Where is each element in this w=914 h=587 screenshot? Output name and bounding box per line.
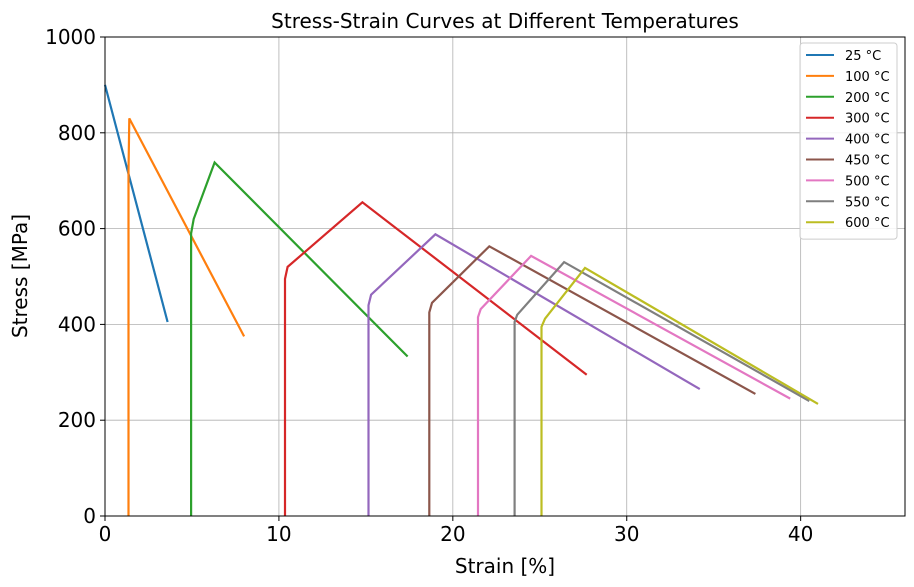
x-tick-label: 0 (99, 522, 112, 546)
y-axis-label: Stress [MPa] (8, 214, 32, 338)
x-axis-label: Strain [%] (455, 554, 555, 578)
y-tick-label: 400 (58, 312, 96, 336)
legend-label: 100 °C (845, 70, 890, 85)
x-tick-label: 40 (788, 522, 813, 546)
chart-title: Stress-Strain Curves at Different Temper… (271, 9, 739, 33)
y-tick-label: 1000 (45, 25, 96, 49)
legend-label: 500 °C (845, 174, 890, 189)
legend-label: 600 °C (845, 216, 890, 231)
plot-frame (104, 36, 906, 517)
x-tick-label: 10 (266, 522, 291, 546)
series-lines (103, 84, 819, 516)
legend-label: 550 °C (845, 195, 890, 210)
series-line-4 (367, 232, 701, 516)
y-tick-label: 200 (58, 408, 96, 432)
x-tick-label: 20 (440, 522, 465, 546)
legend-label: 450 °C (845, 154, 890, 169)
series-line-0 (103, 84, 169, 323)
legend-label: 300 °C (845, 112, 890, 127)
legend-label: 25 °C (845, 49, 881, 64)
x-tick-label: 30 (614, 522, 639, 546)
series-line-8 (540, 266, 819, 516)
legend-label: 200 °C (845, 91, 890, 106)
legend-box (799, 42, 898, 240)
series-line-2 (190, 160, 409, 516)
series-line-3 (283, 200, 588, 516)
legend: 25 °C 100 °C 200 °C 300 °C 400 °C 450 °C 500 °… (799, 42, 898, 240)
series-line-5 (428, 244, 756, 516)
y-tick-label: 800 (58, 121, 96, 145)
y-tick-label: 0 (83, 504, 96, 528)
y-tick-label: 600 (58, 217, 96, 241)
series-line-6 (476, 254, 791, 516)
legend-label: 400 °C (845, 133, 890, 148)
series-line-7 (513, 260, 810, 516)
series-line-1 (127, 117, 246, 516)
